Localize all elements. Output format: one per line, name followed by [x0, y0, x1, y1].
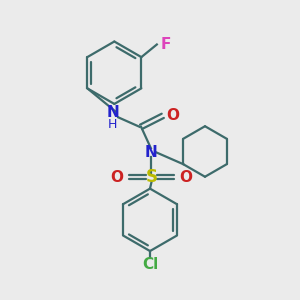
Text: F: F	[160, 37, 171, 52]
Text: H: H	[108, 118, 117, 130]
Text: N: N	[106, 105, 119, 120]
Text: O: O	[110, 170, 124, 185]
Text: S: S	[146, 168, 158, 186]
Text: O: O	[166, 108, 179, 123]
Text: Cl: Cl	[142, 257, 158, 272]
Text: O: O	[179, 170, 192, 185]
Text: N: N	[145, 145, 158, 160]
